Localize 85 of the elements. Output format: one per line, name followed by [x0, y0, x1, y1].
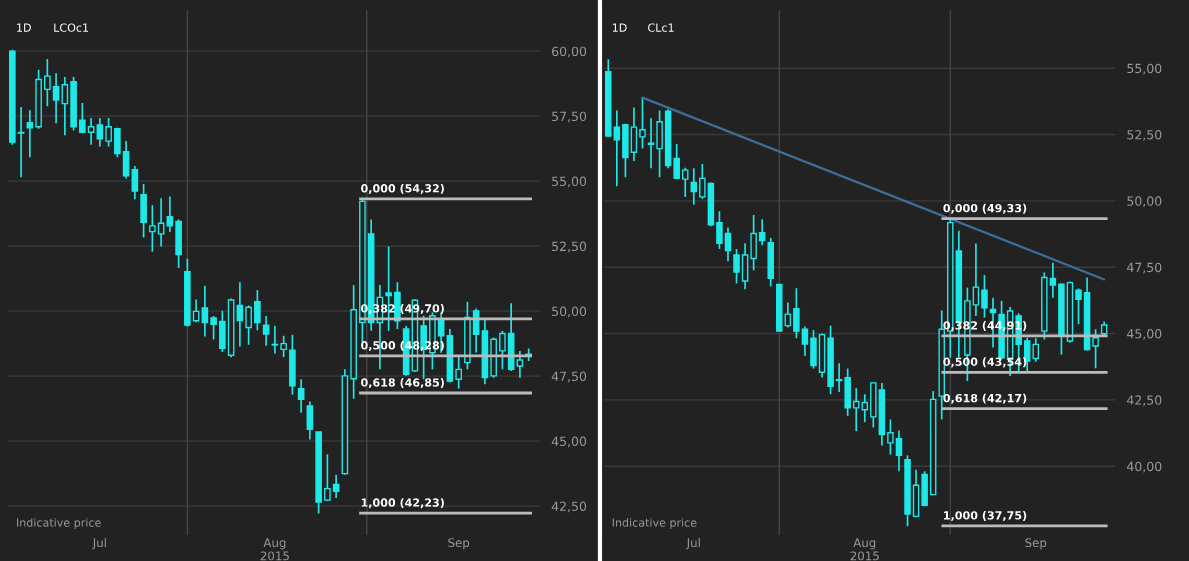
- candlestick: [887, 418, 894, 456]
- candlestick: [1092, 328, 1099, 370]
- candlestick: [262, 315, 270, 347]
- candlestick: [681, 166, 689, 198]
- candlestick: [105, 117, 112, 148]
- candlestick: [784, 301, 792, 329]
- candlestick: [1032, 337, 1040, 363]
- annotation: Indicative price: [612, 518, 697, 529]
- candlestick: [166, 195, 174, 233]
- candlestick: [236, 281, 244, 348]
- candlestick: [516, 350, 524, 379]
- candlestick: [733, 248, 740, 285]
- candlestick: [271, 324, 279, 355]
- x-tick-label: Jul: [686, 537, 700, 550]
- candlestick: [690, 167, 698, 206]
- candlestick: [895, 429, 903, 473]
- candlestick: [131, 165, 139, 201]
- candlestick: [149, 204, 156, 253]
- y-tick-label: 60,00: [552, 46, 587, 58]
- y-tick-label: 57,50: [552, 111, 587, 123]
- x-tick-label: Jul: [92, 537, 106, 550]
- text: LCOc1: [54, 23, 89, 32]
- candlestick: [87, 117, 95, 146]
- candlestick: [1075, 287, 1082, 326]
- candlestick: [17, 106, 25, 179]
- candlestick: [613, 109, 621, 188]
- candlestick: [793, 287, 800, 340]
- candlestick: [245, 304, 252, 346]
- ref-line-label: 0,618 (46,85): [361, 378, 444, 389]
- candlestick: [79, 102, 86, 134]
- y-tick-label: 45,00: [551, 436, 587, 448]
- candlestick: [324, 453, 331, 502]
- text: 1D: [17, 23, 31, 32]
- candlestick: [852, 387, 860, 433]
- candlestick: [306, 400, 314, 441]
- candlestick: [26, 109, 34, 159]
- candlestick: [673, 143, 680, 180]
- candlestick: [157, 197, 165, 248]
- y-tick-label: 55,00: [552, 176, 587, 188]
- candlestick: [639, 96, 646, 150]
- candlestick: [972, 242, 980, 317]
- y-tick-label: 47,50: [551, 371, 587, 383]
- candlestick: [44, 58, 51, 108]
- candlestick: [699, 163, 706, 200]
- y-tick-label: 40,00: [1127, 461, 1162, 473]
- candlestick: [716, 210, 723, 250]
- ref-line-label: 1,000 (37,75): [944, 511, 1027, 522]
- y-tick-label: 50,00: [552, 306, 587, 318]
- candlestick: [801, 325, 809, 357]
- y-tick-label: 42,50: [551, 501, 587, 513]
- candlestick: [61, 76, 69, 136]
- x-tick-label: Sep: [1025, 538, 1047, 550]
- candlestick: [835, 362, 843, 393]
- y-tick-label: 55,00: [1127, 63, 1162, 75]
- y-tick-label: 52,50: [552, 241, 587, 253]
- x-tick-label: Sep: [448, 538, 470, 550]
- candlestick: [758, 218, 766, 247]
- candlestick: [280, 334, 287, 358]
- candlestick: [254, 289, 261, 332]
- candlestick: [981, 274, 988, 319]
- candlestick: [332, 473, 340, 499]
- candlestick: [499, 330, 506, 371]
- candlestick: [455, 354, 462, 390]
- annotation: Indicative price: [17, 518, 101, 529]
- candlestick: [297, 378, 305, 414]
- text: CLc1: [648, 23, 674, 32]
- x-tick-label: Aug 2015: [850, 538, 879, 561]
- candlestick: [724, 226, 732, 263]
- ref-line-label: 0,000 (49,33): [943, 203, 1027, 214]
- y-tick-label: 50,00: [1127, 196, 1162, 208]
- candlestick: [1049, 261, 1057, 299]
- candlestick: [122, 140, 130, 180]
- y-tick-label: 42,50: [1127, 395, 1162, 407]
- candlestick: [52, 72, 60, 125]
- candlestick: [96, 117, 104, 148]
- y-tick-label: 52,50: [1127, 130, 1162, 141]
- ref-line-label: 1,000 (42,23): [361, 498, 444, 509]
- y-tick-label: 45,00: [1127, 329, 1162, 340]
- candlestick: [210, 315, 217, 341]
- ref-line-label: 0,000 (54,32): [361, 183, 444, 194]
- y-tick-label: 47,50: [1127, 262, 1162, 274]
- x-tick-label: Aug 2015: [260, 538, 289, 561]
- text: 1D: [612, 23, 627, 32]
- ref-line-label: 0,618 (42,17): [943, 393, 1027, 404]
- candlestick: [201, 284, 209, 338]
